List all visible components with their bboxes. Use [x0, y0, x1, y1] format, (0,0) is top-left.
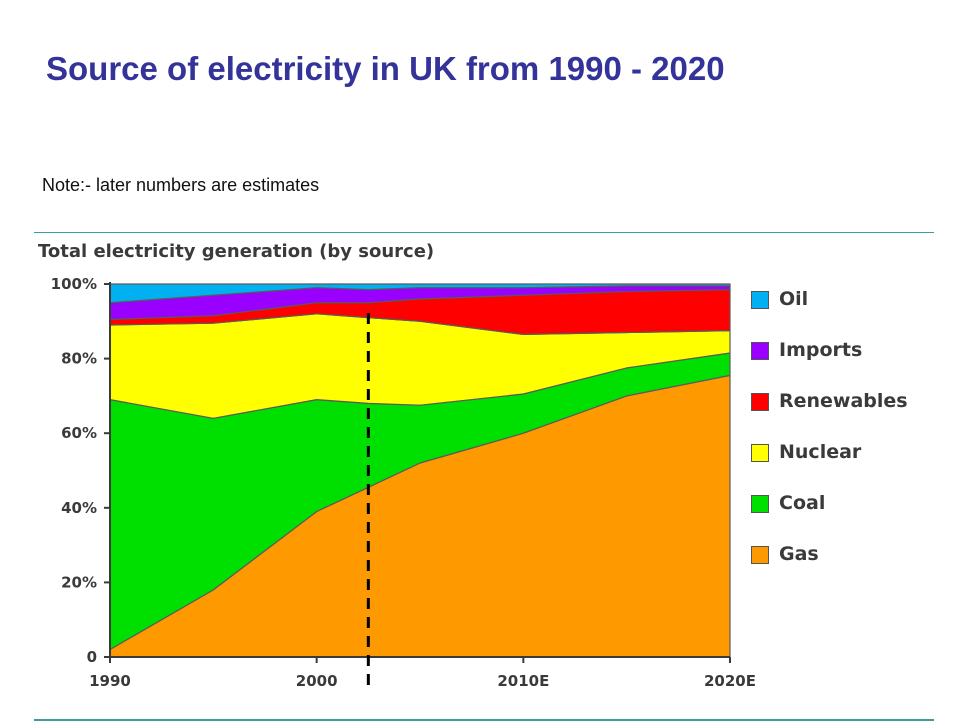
x-tick-label: 2010E	[497, 672, 549, 690]
x-tick-label: 2000	[296, 672, 338, 690]
chart-legend: Oil Imports Renewables Nuclear Coal Gas	[746, 285, 931, 591]
area-chart: 0 20% 40% 60% 80% 100% 1990 2000 2010E 2020E	[51, 275, 756, 690]
legend-swatch	[751, 342, 769, 360]
legend-label: Nuclear	[779, 441, 862, 463]
legend-item-imports: Imports	[746, 336, 931, 387]
legend-label: Imports	[779, 339, 863, 361]
legend-swatch	[751, 444, 769, 462]
legend-item-gas: Gas	[746, 540, 931, 591]
legend-swatch	[751, 495, 769, 513]
x-tick-label: 2020E	[704, 672, 756, 690]
estimates-note: Note:- later numbers are estimates	[42, 175, 320, 195]
legend-swatch	[751, 393, 769, 411]
legend-swatch	[751, 291, 769, 309]
chart-title: Total electricity generation (by source)	[38, 241, 435, 262]
x-tick-label: 1990	[89, 672, 131, 690]
chart-figure: 0 20% 40% 60% 80% 100% 1990 2000 2010E 2020E Tota…	[34, 232, 934, 721]
y-tick-label: 80%	[61, 350, 97, 368]
legend-swatch	[751, 546, 769, 564]
legend-item-oil: Oil	[746, 285, 931, 336]
y-tick-label: 40%	[61, 499, 97, 517]
legend-item-renewables: Renewables	[746, 387, 931, 438]
legend-item-nuclear: Nuclear	[746, 438, 931, 489]
legend-label: Coal	[779, 492, 826, 514]
y-tick-label: 20%	[61, 573, 97, 591]
area-oil	[109, 283, 731, 304]
y-tick-label: 60%	[61, 424, 97, 442]
y-tick-label: 0	[87, 648, 97, 666]
slide-title: Source of electricity in UK from 1990 - …	[46, 50, 725, 87]
legend-label: Gas	[779, 543, 819, 565]
y-tick-label: 100%	[51, 275, 97, 293]
legend-label: Renewables	[779, 390, 908, 412]
legend-label: Oil	[779, 288, 809, 310]
legend-item-coal: Coal	[746, 489, 931, 540]
